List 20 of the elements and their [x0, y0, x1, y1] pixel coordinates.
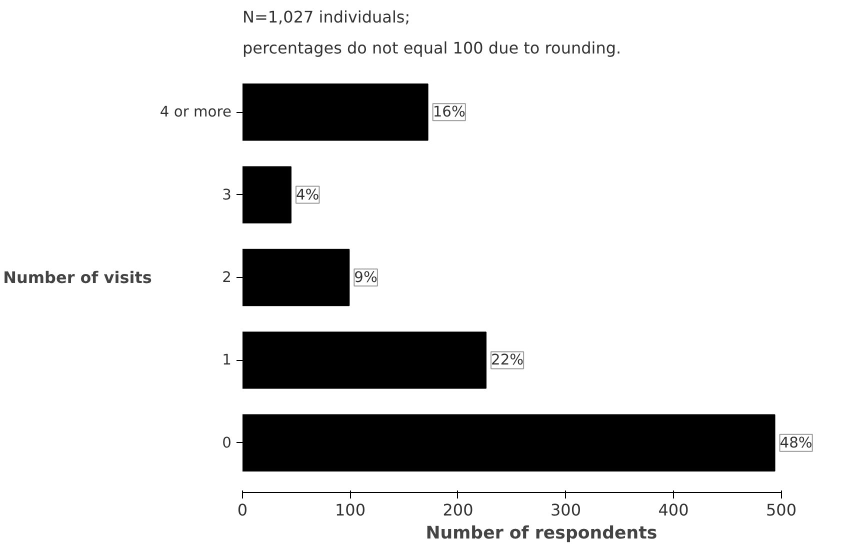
- x-tick-label: 200: [442, 500, 474, 520]
- x-tick-label: 0: [237, 500, 248, 520]
- annotation: 16%: [432, 104, 466, 121]
- annotation: 48%: [780, 434, 812, 452]
- y-tick-label: 2: [222, 269, 232, 286]
- y-tick-label: 0: [222, 434, 232, 452]
- annotation: 4%: [296, 186, 320, 204]
- y-axis-title: Number of visits: [3, 268, 152, 287]
- annotation: 22%: [491, 352, 524, 369]
- x-axis-title: Number of respondents: [426, 524, 658, 544]
- x-tick-label: 400: [658, 500, 689, 520]
- y-tick-label: 1: [222, 352, 232, 369]
- x-tick-label: 500: [766, 500, 797, 520]
- x-tick-label: 300: [550, 500, 582, 520]
- x-tick-label: 100: [334, 500, 366, 520]
- y-tick-label: 3: [222, 186, 232, 204]
- y-tick-label: 4 or more: [160, 104, 232, 121]
- chart-title: N=1,027 individuals;: [242, 8, 410, 26]
- chart-subtitle: percentages do not equal 100 due to rounding.: [242, 38, 622, 58]
- annotation: 9%: [354, 269, 378, 286]
